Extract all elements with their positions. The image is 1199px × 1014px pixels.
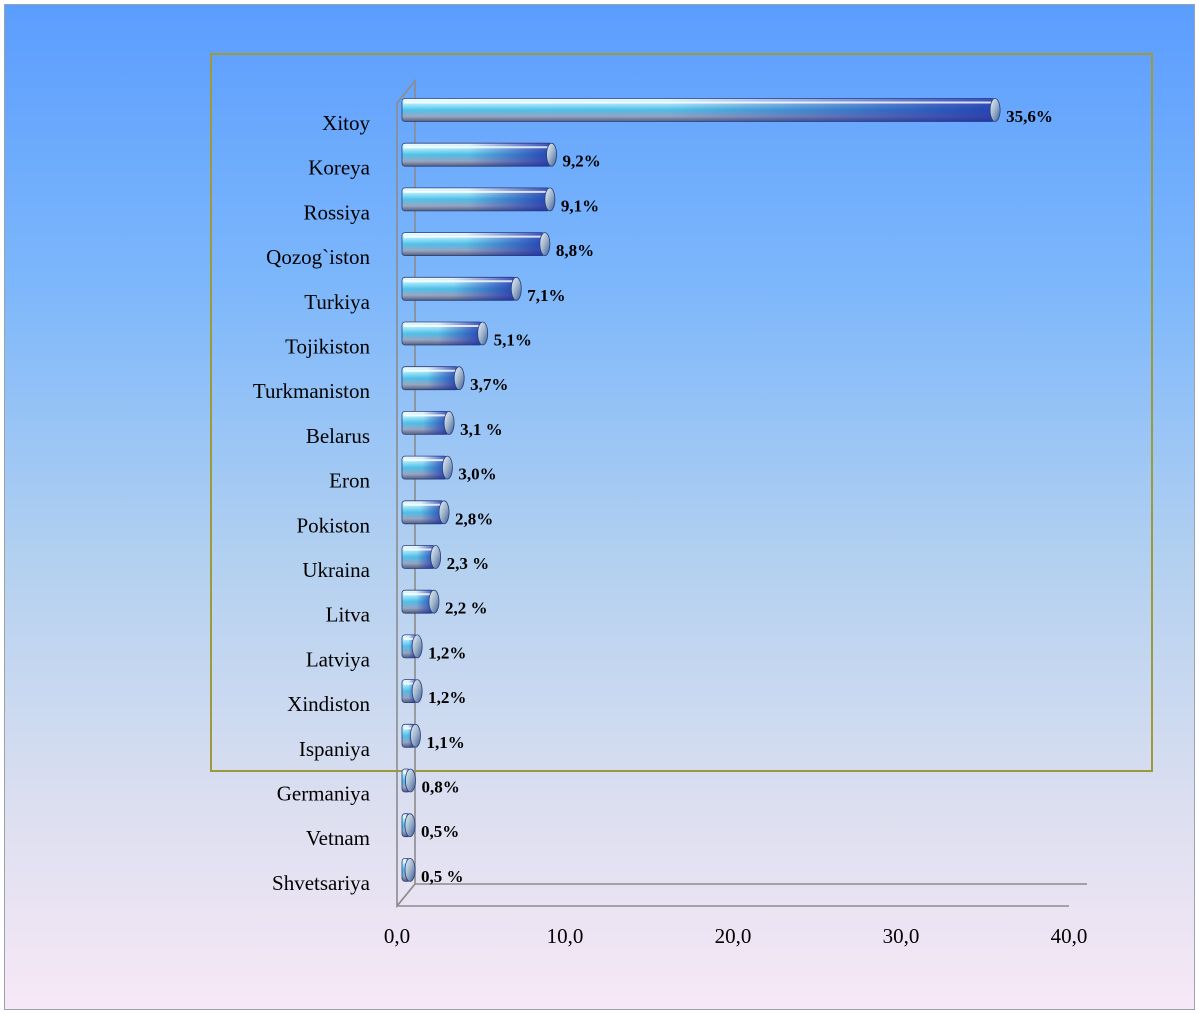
bar	[401, 813, 416, 838]
bar	[401, 679, 423, 703]
value-label: 9,2%	[563, 152, 601, 171]
category-label: Vetnam	[306, 826, 370, 850]
bar-end-cap	[410, 723, 421, 748]
bar	[401, 723, 421, 748]
bar-chart: 0,0 10,0 20,0 30,0 40,0 Xitoy 35,6% Koreya 9,2% R…	[253, 78, 1088, 948]
x-tick-label: 10,0	[547, 924, 584, 948]
bar-shading	[402, 187, 550, 211]
value-label: 1,1%	[426, 733, 464, 752]
x-tick-label: 30,0	[883, 924, 920, 948]
x-tick-label: 20,0	[715, 924, 752, 948]
x-tick-label: 0,0	[384, 924, 410, 948]
bar-end-cap	[989, 98, 1001, 122]
bar	[401, 142, 557, 167]
x-tick-label: 40,0	[1051, 924, 1088, 948]
category-label: Pokiston	[296, 513, 370, 537]
bar-end-cap	[404, 813, 416, 838]
category-label: Turkiya	[304, 290, 370, 314]
value-label: 7,1%	[527, 286, 565, 305]
value-label: 5,1%	[494, 331, 532, 350]
bar	[401, 858, 416, 882]
bar-end-cap	[453, 366, 465, 391]
bar-shading	[402, 366, 460, 390]
value-label: 35,6%	[1006, 107, 1053, 126]
bar-end-cap	[405, 768, 416, 793]
bar-shading	[402, 500, 445, 524]
plot-area-border	[210, 53, 1153, 772]
bar-shading	[402, 545, 436, 569]
bar	[401, 500, 450, 525]
category-label: Xitoy	[322, 111, 370, 135]
value-label: 2,2 %	[445, 599, 488, 618]
category-label: Turkmaniston	[253, 379, 371, 403]
bar	[401, 589, 440, 614]
bar-shading	[402, 232, 545, 256]
value-label: 0,5 %	[421, 867, 464, 886]
bar-end-cap	[404, 858, 416, 882]
bar	[401, 545, 442, 569]
category-label: Germaniya	[277, 782, 371, 806]
bar-end-cap	[539, 232, 551, 257]
bar-end-cap	[430, 545, 442, 569]
bar-end-cap	[477, 321, 489, 346]
category-label: Xindiston	[287, 692, 370, 716]
bar	[401, 366, 465, 391]
bar-end-cap	[441, 455, 453, 480]
value-label: 8,8%	[556, 241, 594, 260]
bar	[401, 455, 453, 480]
bar	[401, 321, 489, 346]
bar	[401, 276, 522, 301]
bar	[401, 410, 455, 435]
category-label: Eron	[329, 469, 370, 493]
x-axis-floor	[396, 883, 1087, 907]
bar-end-cap	[510, 276, 522, 301]
value-label: 0,8%	[421, 778, 459, 797]
value-label: 2,8%	[455, 509, 493, 528]
category-label: Belarus	[306, 424, 370, 448]
bar	[401, 232, 551, 257]
bar-shading	[402, 590, 434, 614]
bar	[401, 187, 556, 212]
category-label: Rossiya	[303, 200, 370, 224]
bar-end-cap	[428, 589, 440, 614]
category-label: Koreya	[308, 156, 370, 180]
category-label: Qozog`iston	[266, 245, 370, 269]
bar-end-cap	[544, 187, 556, 212]
bar-shading	[402, 143, 552, 167]
category-label: Litva	[326, 603, 371, 627]
value-label: 0,5%	[421, 822, 459, 841]
category-label: Ukraina	[302, 558, 370, 582]
value-label: 2,3 %	[447, 554, 490, 573]
value-label: 1,2%	[428, 643, 466, 662]
bar	[401, 98, 1001, 122]
bar-end-cap	[411, 679, 423, 703]
category-label: Tojikiston	[285, 335, 370, 359]
bar	[401, 634, 423, 659]
value-label: 3,0%	[458, 465, 496, 484]
bar-shading	[402, 322, 483, 345]
bar-shading	[402, 277, 517, 301]
bar-end-cap	[411, 634, 423, 659]
bar-end-cap	[443, 410, 455, 435]
value-label: 3,1 %	[460, 420, 503, 439]
bar-shading	[402, 411, 450, 435]
bar	[401, 768, 416, 793]
value-label: 9,1%	[561, 196, 599, 215]
category-label: Shvetsariya	[272, 871, 371, 895]
bar-end-cap	[438, 500, 450, 525]
bar-end-cap	[546, 142, 557, 167]
category-label: Ispaniya	[299, 737, 371, 761]
bar-shading	[402, 456, 448, 480]
value-label: 1,2%	[428, 688, 466, 707]
value-label: 3,7%	[470, 375, 508, 394]
bar-shading	[402, 98, 996, 122]
chart-canvas: 0,0 10,0 20,0 30,0 40,0 Xitoy 35,6% Koreya 9,2% R…	[4, 4, 1195, 1010]
category-label: Latviya	[306, 647, 371, 671]
